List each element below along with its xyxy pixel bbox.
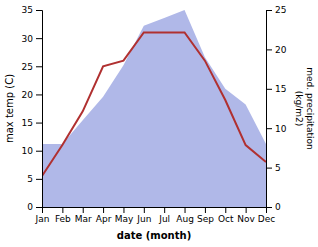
tick-mark xyxy=(62,207,63,213)
y-tick: 25 xyxy=(22,62,42,72)
x-tick: Jul xyxy=(158,207,170,224)
x-tick: Aug xyxy=(176,207,194,224)
tick-label: May xyxy=(115,214,134,224)
tick-mark xyxy=(36,10,42,11)
tick-label: 20 xyxy=(275,45,287,55)
area xyxy=(42,10,266,207)
y-axis: 0 5 10 15 20 25 30 35 xyxy=(22,5,43,212)
tick-label: 15 xyxy=(275,84,286,94)
chart: JanFebMarAprMayJunJulAugSepOctNovDec0510… xyxy=(0,0,318,247)
tick-mark xyxy=(246,207,247,213)
tick-label: 15 xyxy=(22,118,33,128)
tick-mark xyxy=(185,207,186,213)
y2-axis-title-line: (kg/m2) xyxy=(294,91,304,126)
x-tick: May xyxy=(115,207,134,224)
axis-line xyxy=(43,208,267,214)
y-tick: 30 xyxy=(22,34,42,44)
tick-label: 25 xyxy=(22,62,33,72)
tick-mark xyxy=(266,10,272,11)
tick-label: Nov xyxy=(237,214,255,224)
y-axis-title: max temp (C) xyxy=(4,74,15,143)
y-tick: 15 xyxy=(22,118,42,128)
tick-mark xyxy=(225,207,226,213)
tick-mark xyxy=(266,89,272,90)
y2-tick: 25 xyxy=(266,5,286,15)
tick-label: Feb xyxy=(55,214,71,224)
tick-mark xyxy=(36,207,42,208)
tick-label: Oct xyxy=(218,214,234,224)
tick-label: Mar xyxy=(75,214,92,224)
y-tick: 35 xyxy=(22,5,42,15)
y2-axis-title: med. precipitation(kg/m2) xyxy=(294,67,315,149)
tick-mark xyxy=(103,207,104,213)
tick-label: 0 xyxy=(275,202,281,212)
tick-label: Sep xyxy=(197,214,214,224)
x-tick: Feb xyxy=(55,207,71,224)
tick-label: 5 xyxy=(27,174,33,184)
x-tick: Jun xyxy=(136,207,151,224)
marks xyxy=(42,10,266,207)
x-tick: Nov xyxy=(237,207,255,224)
x-tick: Oct xyxy=(218,207,234,224)
tick-label: 10 xyxy=(22,146,34,156)
y2-axis-title-line: med. precipitation xyxy=(305,67,315,149)
tick-label: 30 xyxy=(22,34,34,44)
y-tick: 10 xyxy=(22,146,42,156)
x-tick: Mar xyxy=(75,207,92,224)
y2-tick: 20 xyxy=(266,45,287,55)
tick-mark xyxy=(36,179,42,180)
tick-mark xyxy=(36,94,42,95)
y-tick: 0 xyxy=(27,202,42,212)
tick-label: Jul xyxy=(158,214,170,224)
y-tick: 5 xyxy=(27,174,42,184)
tick-mark xyxy=(266,49,272,50)
tick-mark xyxy=(266,168,272,169)
tick-mark xyxy=(36,66,42,67)
tick-mark xyxy=(205,207,206,213)
tick-mark xyxy=(266,128,272,129)
axis-line xyxy=(36,11,43,208)
tick-mark xyxy=(144,207,145,213)
tick-label: 35 xyxy=(22,5,33,15)
tick-label: Aug xyxy=(176,214,194,224)
tick-label: Dec xyxy=(258,214,275,224)
y2-tick: 10 xyxy=(266,124,287,134)
x-tick: Jan xyxy=(35,207,50,224)
tick-mark xyxy=(36,38,42,39)
tick-mark xyxy=(164,207,165,213)
y2-tick: 0 xyxy=(266,202,281,212)
tick-label: 0 xyxy=(27,202,33,212)
tick-label: 5 xyxy=(275,163,281,173)
x-tick: Sep xyxy=(197,207,214,224)
tick-mark xyxy=(36,123,42,124)
tick-label: Jun xyxy=(136,214,151,224)
y2-axis: 0 5 10 15 20 25 xyxy=(266,5,287,212)
tick-label: Apr xyxy=(96,214,112,224)
y2-tick: 5 xyxy=(266,163,281,173)
y2-tick: 15 xyxy=(266,84,286,94)
plot: JanFebMarAprMayJunJulAugSepOctNovDec0510… xyxy=(4,5,315,241)
y-tick: 20 xyxy=(22,90,42,100)
tick-label: 10 xyxy=(275,124,287,134)
axis-line xyxy=(267,11,273,208)
tick-mark xyxy=(266,207,272,208)
tick-label: 20 xyxy=(22,90,34,100)
tick-mark xyxy=(83,207,84,213)
tick-label: 25 xyxy=(275,5,286,15)
x-tick: Apr xyxy=(96,207,112,224)
x-tick: Dec xyxy=(258,207,275,224)
line xyxy=(42,33,266,177)
tick-mark xyxy=(123,207,124,213)
x-axis-title: date (month) xyxy=(117,230,191,241)
x-axis: Jan Feb Mar AprMayJun Jul AugSep OctNovDec xyxy=(35,207,276,224)
tick-label: Jan xyxy=(35,214,50,224)
tick-mark xyxy=(36,151,42,152)
